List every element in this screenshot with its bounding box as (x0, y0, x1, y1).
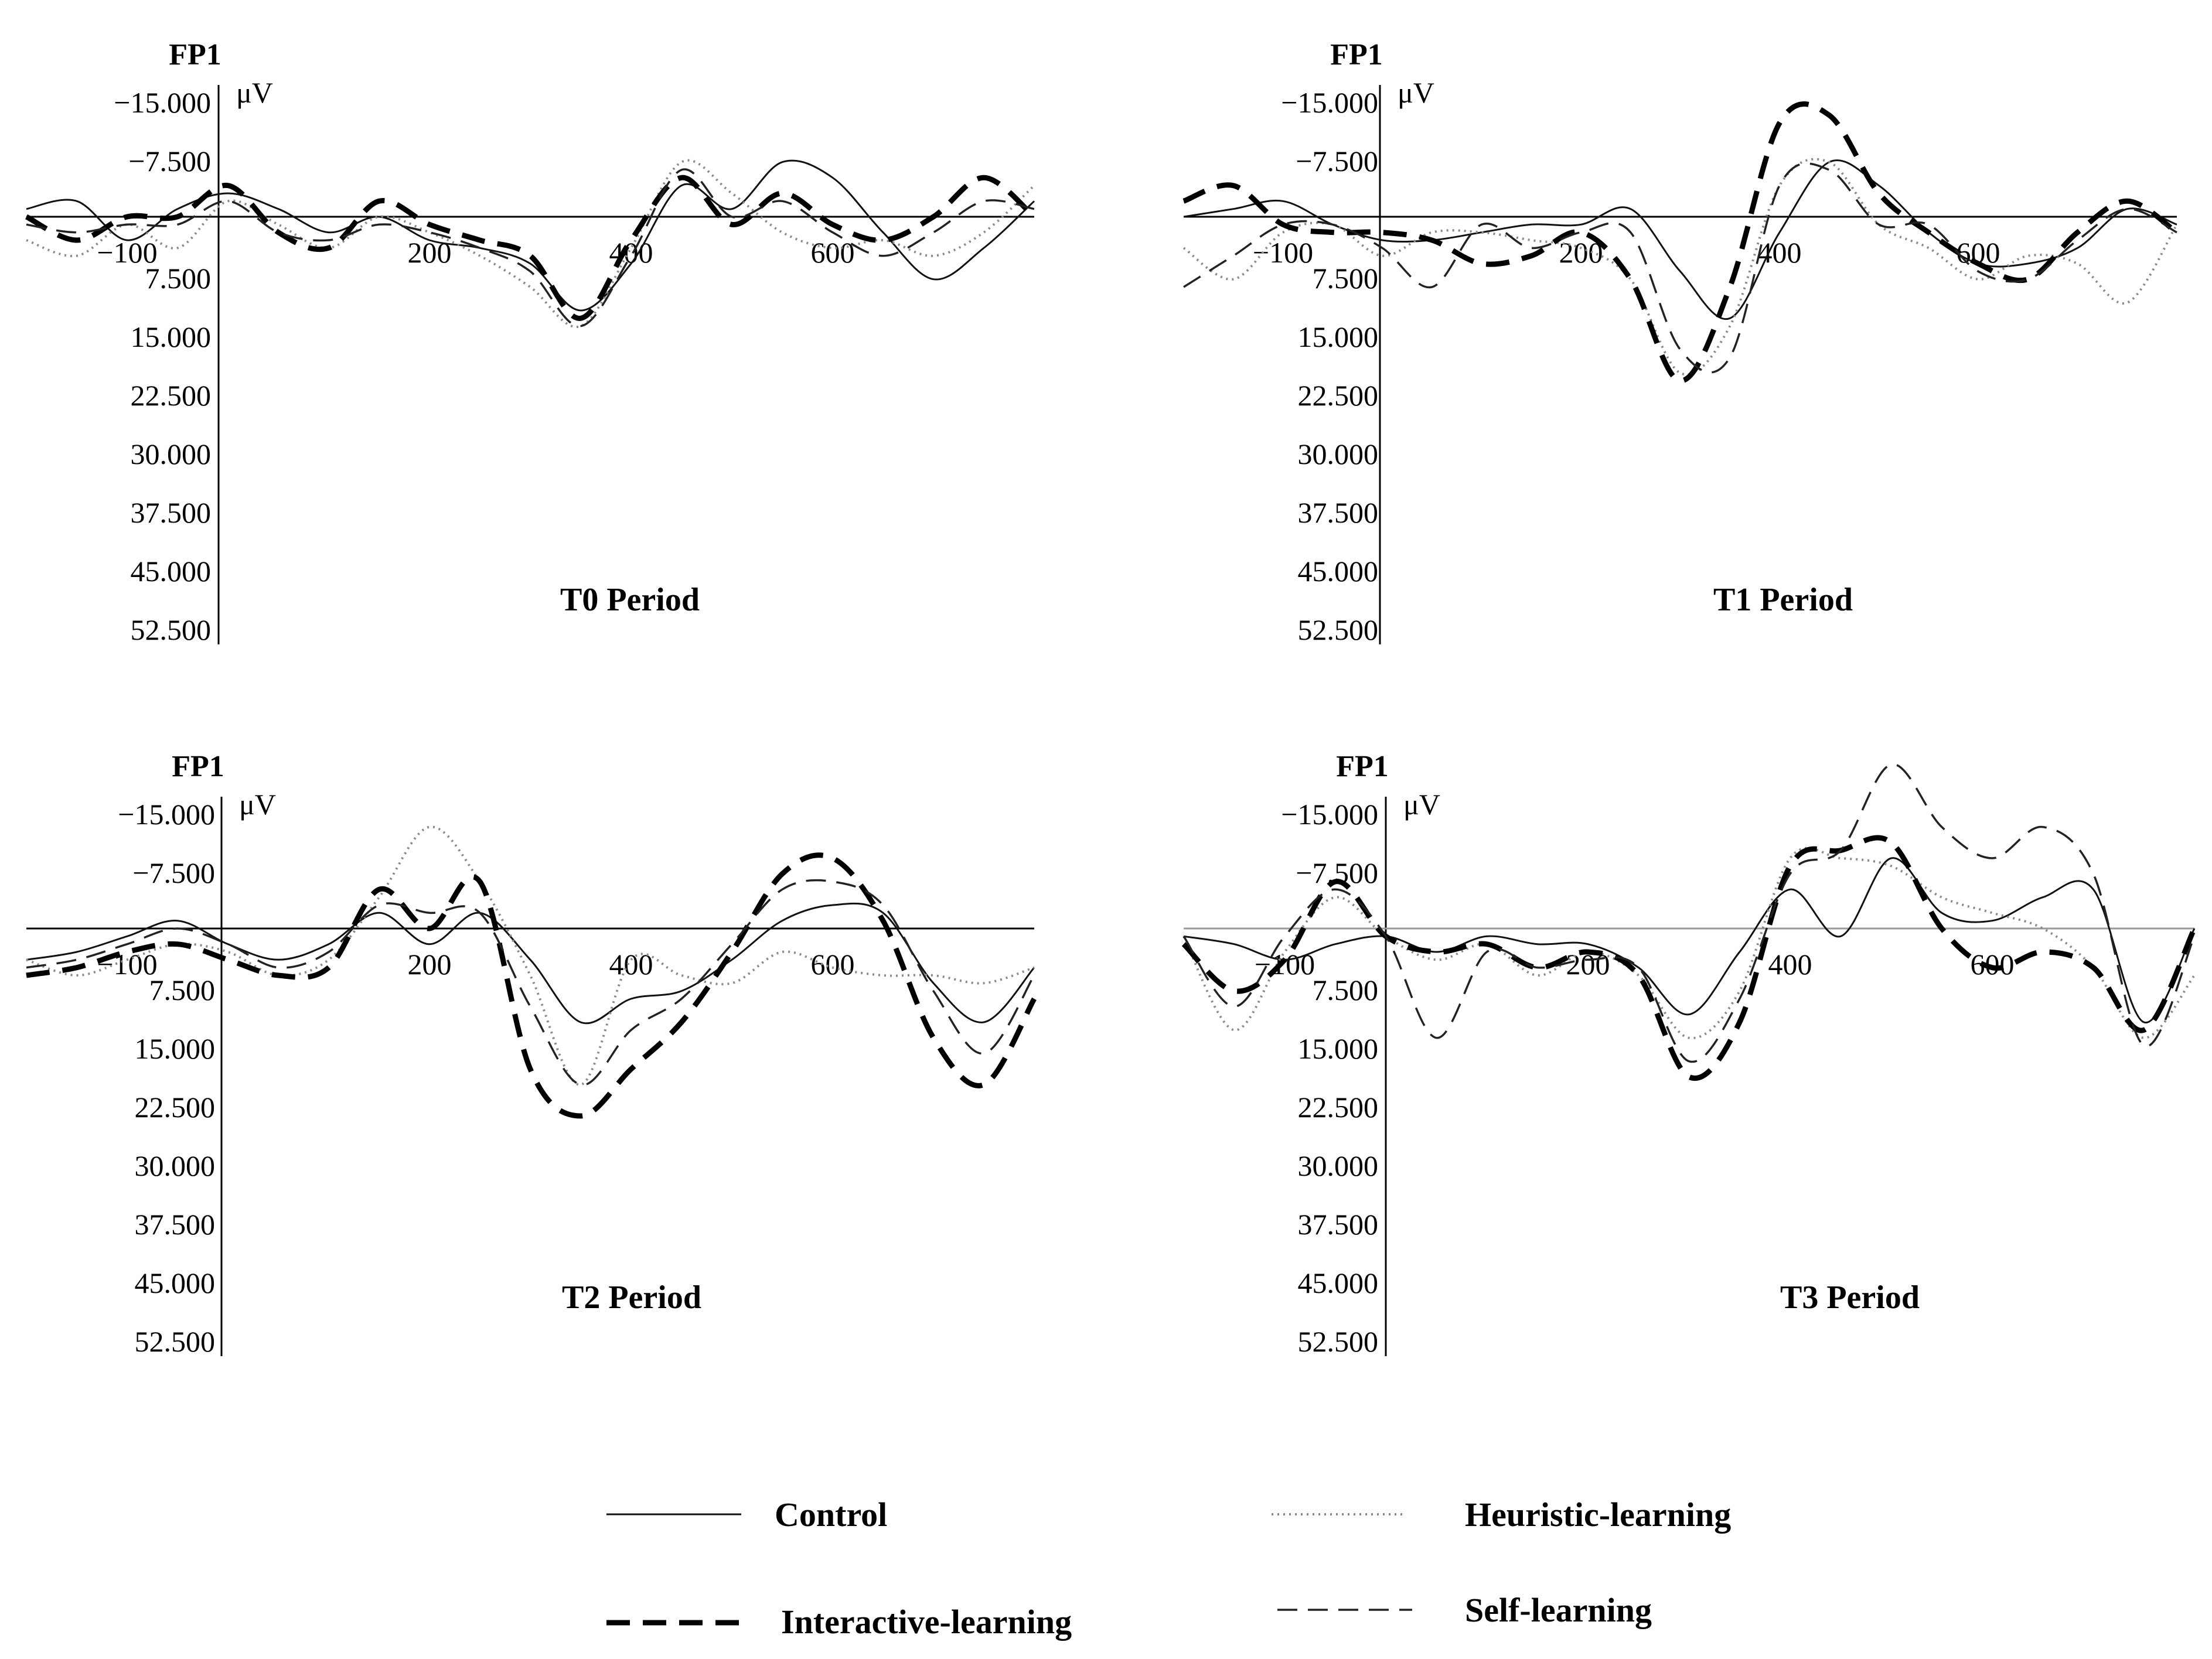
series-line-heuristic-learning (1182, 846, 2196, 1040)
legend-label: Heuristic-learning (1465, 1496, 1731, 1534)
legend-item: Self-learning (1277, 1591, 1652, 1629)
y-tick-label: 15.000 (1298, 320, 1379, 353)
y-tick-label: 22.500 (131, 379, 212, 412)
x-tick-label: 600 (811, 948, 855, 981)
y-tick-label: −7.500 (1296, 856, 1378, 889)
panel-2: FP1 μV −15.000 −7.500 7.500 15.000 22.500 30.00… (1182, 38, 2179, 646)
x-tick-label: −100 (1255, 948, 1315, 981)
series-line-interactive-learning (25, 175, 1036, 321)
channel-label: FP1 (169, 38, 221, 71)
y-tick-label: 30.000 (1298, 1149, 1379, 1182)
y-tick-label: 30.000 (131, 438, 212, 470)
y-tick-label: 37.500 (135, 1208, 216, 1241)
y-tick-label: 45.000 (1298, 555, 1379, 588)
channel-label: FP1 (172, 750, 224, 783)
y-tick-label: −7.500 (128, 145, 211, 177)
y-tick-label: −7.500 (1296, 145, 1378, 177)
y-tick-label: 22.500 (1298, 379, 1379, 412)
y-tick-label: 52.500 (135, 1325, 216, 1358)
series-line-control (1183, 159, 2177, 320)
x-tick-label: 400 (1768, 948, 1812, 981)
y-tick-label: −15.000 (1281, 86, 1378, 119)
panel-title: T1 Period (1713, 582, 1853, 618)
y-tick-label: −7.500 (132, 856, 215, 889)
y-tick-label: 22.500 (135, 1091, 216, 1124)
series-line-control (26, 902, 1035, 1025)
panel-title: T2 Period (562, 1279, 701, 1316)
panel-3: FP1 μV −15.000 −7.500 7.500 15.000 22.500 30.00… (26, 750, 1037, 1358)
unit-label: μV (1398, 76, 1434, 109)
y-tick-label: 52.500 (1298, 613, 1379, 646)
y-tick-label: 37.500 (131, 496, 212, 529)
unit-label: μV (239, 788, 276, 821)
legend: Control Heuristic-learning Interactive-lea… (606, 1496, 1731, 1641)
x-tick-label: 200 (408, 948, 452, 981)
y-tick-label: 37.500 (1298, 1208, 1379, 1241)
y-tick-label: −15.000 (118, 798, 215, 831)
y-tick-label: 7.500 (1313, 974, 1379, 1006)
legend-item: Interactive-learning (606, 1603, 1072, 1641)
x-tick-label: 200 (408, 236, 452, 269)
y-tick-label: 45.000 (131, 555, 212, 588)
series-line-interactive-learning (1182, 101, 2179, 384)
panel-4: FP1 μV −15.000 −7.500 7.500 15.000 22.500 30.00… (1181, 750, 2197, 1358)
series-line-interactive-learning (1181, 835, 2197, 1081)
legend-item: Control (606, 1496, 887, 1534)
y-tick-label: 7.500 (149, 974, 216, 1006)
x-tick-label: −100 (97, 948, 157, 981)
panels: FP1 μV −15.000 −7.500 7.500 15.000 22.500 30.00… (25, 38, 2197, 1358)
x-tick-label: 600 (811, 236, 855, 269)
legend-item: Heuristic-learning (1272, 1496, 1731, 1534)
legend-label: Interactive-learning (781, 1603, 1072, 1641)
y-tick-label: 45.000 (135, 1267, 216, 1299)
y-tick-label: 37.500 (1298, 496, 1379, 529)
series-line-self-learning (26, 879, 1035, 1086)
panel-title: T0 Period (560, 582, 700, 618)
y-tick-label: −15.000 (114, 86, 211, 119)
channel-label: FP1 (1330, 38, 1383, 71)
panel-title: T3 Period (1780, 1279, 1920, 1316)
legend-label: Self-learning (1465, 1591, 1652, 1629)
series-line-self-learning (1183, 162, 2177, 374)
panel-1: FP1 μV −15.000 −7.500 7.500 15.000 22.500 30.00… (25, 38, 1036, 646)
y-tick-label: 52.500 (131, 613, 212, 646)
y-tick-label: 15.000 (1298, 1032, 1379, 1065)
series-line-interactive-learning (26, 852, 1037, 1119)
series-line-heuristic-learning (26, 825, 1035, 1086)
channel-label: FP1 (1336, 750, 1389, 783)
series-line-heuristic-learning (26, 159, 1035, 329)
unit-label: μV (236, 76, 273, 109)
y-tick-label: 30.000 (135, 1149, 216, 1182)
y-tick-label: 52.500 (1298, 1325, 1379, 1358)
y-tick-label: 7.500 (145, 262, 212, 295)
y-tick-label: 15.000 (135, 1032, 216, 1065)
series-line-self-learning (1182, 763, 2196, 1063)
x-tick-label: 600 (1971, 948, 2015, 981)
x-tick-label: −100 (97, 236, 157, 269)
y-tick-label: 45.000 (1298, 1267, 1379, 1299)
unit-label: μV (1403, 788, 1440, 821)
x-tick-label: 400 (609, 948, 653, 981)
y-tick-label: 15.000 (131, 320, 212, 353)
y-tick-label: −15.000 (1281, 798, 1378, 831)
y-tick-label: 22.500 (1298, 1091, 1379, 1124)
y-tick-label: 7.500 (1313, 262, 1379, 295)
x-tick-label: 400 (1758, 236, 1802, 269)
series-line-self-learning (26, 168, 1035, 327)
y-tick-label: 30.000 (1298, 438, 1379, 470)
legend-label: Control (775, 1496, 887, 1534)
series-line-control (1183, 857, 2196, 1023)
